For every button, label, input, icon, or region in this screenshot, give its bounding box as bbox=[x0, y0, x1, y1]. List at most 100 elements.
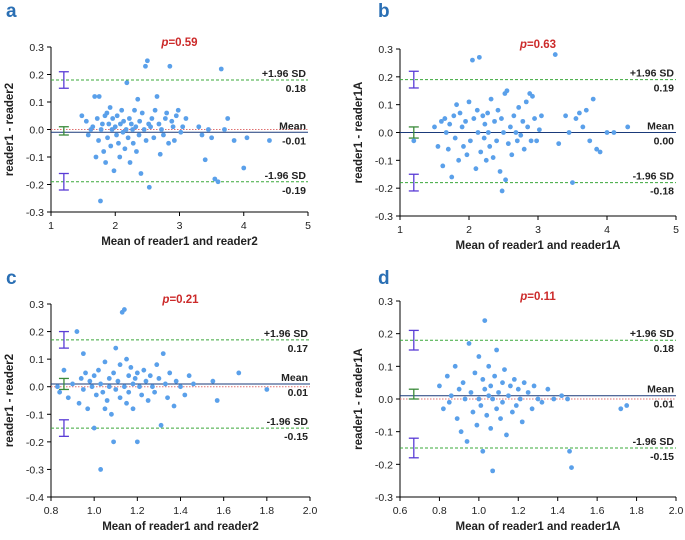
data-point bbox=[496, 390, 501, 395]
mean-label: Mean bbox=[281, 372, 308, 384]
panel-label: a bbox=[6, 1, 17, 22]
data-point bbox=[119, 107, 125, 113]
lower-loa-label: -1.96 SD bbox=[267, 416, 309, 428]
lower-loa-value: -0.15 bbox=[650, 451, 674, 463]
data-point bbox=[478, 403, 484, 408]
data-point bbox=[501, 130, 506, 135]
data-point bbox=[112, 124, 118, 130]
data-point bbox=[128, 121, 134, 127]
data-point bbox=[137, 384, 142, 390]
data-point bbox=[98, 127, 104, 132]
data-point bbox=[486, 393, 492, 399]
data-point bbox=[570, 180, 575, 186]
data-point bbox=[117, 154, 123, 160]
data-point bbox=[446, 399, 452, 405]
data-point bbox=[497, 169, 503, 174]
data-point bbox=[134, 149, 139, 154]
data-point bbox=[467, 138, 473, 144]
y-tick-label: -0.3 bbox=[375, 211, 393, 223]
data-point bbox=[464, 439, 470, 444]
data-point bbox=[500, 380, 505, 386]
x-tick-label: 1.6 bbox=[590, 505, 605, 517]
data-point bbox=[161, 132, 166, 138]
data-point bbox=[509, 409, 515, 415]
data-point bbox=[511, 113, 517, 119]
data-point bbox=[98, 381, 104, 387]
data-point bbox=[464, 152, 470, 158]
data-point bbox=[488, 383, 494, 389]
data-point bbox=[100, 389, 106, 395]
data-point bbox=[539, 113, 544, 119]
data-point bbox=[150, 384, 155, 390]
data-point bbox=[93, 392, 99, 398]
data-point bbox=[476, 54, 482, 60]
data-point bbox=[521, 146, 527, 152]
data-point bbox=[122, 146, 128, 152]
data-point bbox=[132, 107, 137, 113]
data-point bbox=[166, 140, 171, 146]
y-tick-label: 0.0 bbox=[378, 128, 393, 140]
data-point bbox=[566, 130, 572, 135]
data-point bbox=[476, 354, 482, 359]
data-point bbox=[178, 129, 184, 135]
data-point bbox=[196, 124, 202, 130]
y-tick-label: -0.3 bbox=[26, 464, 44, 476]
data-point bbox=[152, 389, 158, 395]
data-point bbox=[492, 373, 498, 379]
data-point bbox=[103, 160, 109, 165]
data-point bbox=[519, 419, 525, 425]
panel-a: a -0.3 -0.2 -0.1 0.0 0.1 0.2 0.3 1 2 3 4 5 Mean of re… bbox=[4, 1, 311, 248]
data-point bbox=[126, 389, 132, 395]
data-point bbox=[126, 116, 132, 121]
data-point bbox=[106, 384, 112, 390]
data-point bbox=[445, 146, 451, 152]
data-point bbox=[114, 132, 119, 138]
data-point bbox=[457, 110, 463, 116]
y-tick-label: -0.1 bbox=[375, 155, 393, 167]
data-point bbox=[470, 57, 475, 63]
data-point bbox=[504, 432, 509, 438]
y-tick-label: -0.2 bbox=[26, 180, 44, 192]
data-point bbox=[528, 138, 534, 144]
data-point bbox=[111, 370, 116, 376]
x-tick-label: 1.0 bbox=[87, 505, 102, 517]
data-point bbox=[264, 387, 270, 392]
data-point bbox=[563, 113, 568, 119]
data-point bbox=[123, 127, 129, 132]
data-point bbox=[70, 381, 75, 387]
data-point bbox=[209, 135, 215, 141]
data-point bbox=[157, 151, 163, 157]
data-point bbox=[516, 105, 522, 110]
data-point bbox=[449, 174, 455, 180]
data-point bbox=[76, 400, 82, 406]
data-point bbox=[480, 377, 486, 382]
data-point bbox=[583, 107, 589, 113]
data-point bbox=[114, 113, 120, 119]
data-point bbox=[111, 168, 117, 174]
data-point bbox=[236, 370, 242, 376]
lower-loa-label: -1.96 SD bbox=[633, 171, 675, 183]
x-tick-label: 2.0 bbox=[669, 505, 684, 517]
data-point bbox=[143, 378, 149, 384]
data-point bbox=[96, 138, 101, 143]
data-point bbox=[439, 118, 444, 124]
data-point bbox=[565, 396, 570, 402]
x-tick-label: 1.6 bbox=[216, 505, 231, 517]
data-point bbox=[556, 141, 562, 147]
x-tick-label: 1.4 bbox=[550, 505, 565, 517]
data-point bbox=[130, 406, 136, 412]
data-point bbox=[96, 94, 102, 99]
x-axis-label: Mean of reader1 and reader1A bbox=[456, 521, 621, 533]
data-point bbox=[137, 118, 143, 124]
data-point bbox=[447, 121, 453, 127]
data-point bbox=[94, 116, 100, 121]
data-point bbox=[128, 365, 134, 370]
data-point bbox=[121, 384, 127, 390]
data-point bbox=[110, 116, 116, 121]
x-tick-label: 4 bbox=[604, 224, 610, 236]
data-point bbox=[134, 439, 140, 445]
x-tick-label: 1.2 bbox=[511, 505, 526, 517]
data-point bbox=[482, 318, 488, 323]
data-point bbox=[472, 370, 478, 376]
